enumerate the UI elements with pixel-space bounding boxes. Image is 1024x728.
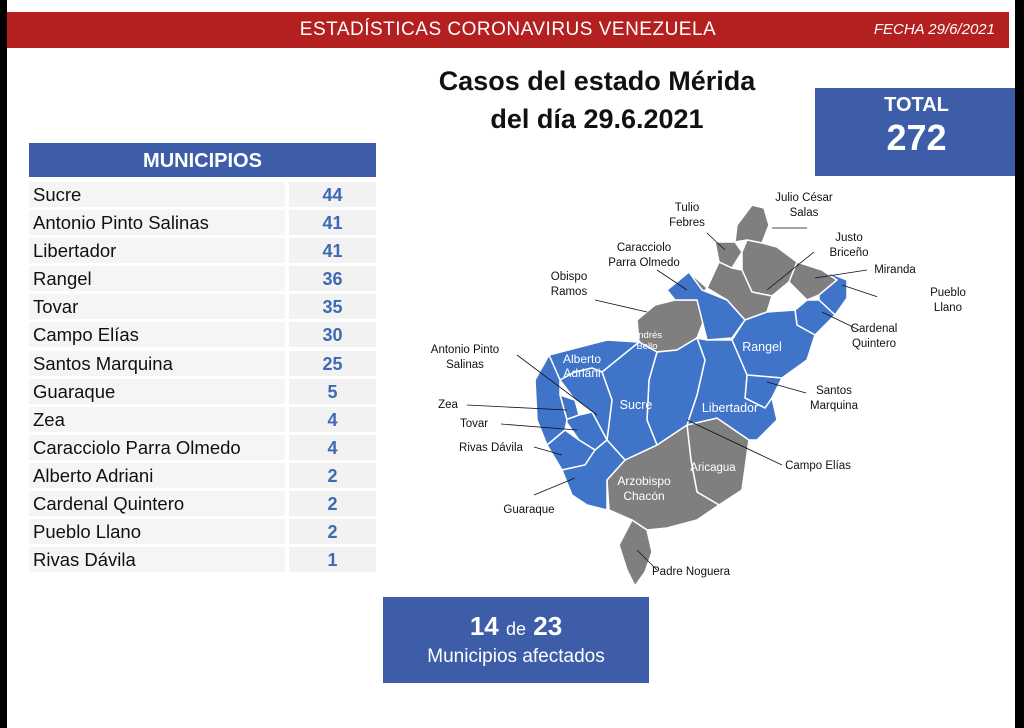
table-row: Rangel 36 (29, 265, 376, 293)
label-guaraque: Guaraque (503, 504, 555, 516)
table-row: Tovar 35 (29, 293, 376, 321)
label-aricagua: Aricagua (690, 462, 736, 474)
municipio-cases: 36 (289, 266, 376, 292)
label-tulio-febres-text: Tulio Febres (669, 202, 705, 229)
affected-count-line: 14 de 23 (383, 611, 649, 642)
municipio-name: Rangel (29, 266, 285, 292)
region-guaraque (560, 438, 627, 511)
total-box: TOTAL 272 (815, 88, 1015, 176)
municipio-name: Pueblo Llano (29, 519, 285, 545)
municipio-cases: 41 (289, 210, 376, 236)
label-rivas-davila: Rivas Dávila (459, 442, 523, 454)
region-julio-cesar-salas (734, 204, 770, 244)
label-justo-briceno: Justo Briceño (829, 232, 869, 259)
page-title: Casos del estado Mérida del día 29.6.202… (387, 62, 807, 138)
municipio-cases: 25 (289, 350, 376, 376)
table-row: Pueblo Llano 2 (29, 518, 376, 546)
municipio-name: Guaraque (29, 378, 285, 404)
label-zea: Zea (438, 399, 458, 411)
municipio-cases: 4 (289, 434, 376, 460)
affected-box: 14 de 23 Municipios afectados (383, 597, 649, 683)
municipio-cases: 2 (289, 519, 376, 545)
affected-label: Municipios afectados (427, 646, 605, 667)
municipio-cases: 35 (289, 294, 376, 320)
label-campo-elias: Campo Elías (785, 460, 851, 472)
table-row: Guaraque 5 (29, 378, 376, 406)
municipio-name: Caracciolo Parra Olmedo (29, 434, 285, 460)
table-row: Libertador 41 (29, 237, 376, 265)
table-row: Santos Marquina 25 (29, 350, 376, 378)
municipio-cases: 2 (289, 462, 376, 488)
title-line-1: Casos del estado Mérida (438, 66, 756, 96)
region-obispo-extension (534, 353, 568, 447)
title-line-2: del día 29.6.2021 (490, 104, 704, 134)
municipio-cases: 5 (289, 378, 376, 404)
municipio-cases: 30 (289, 322, 376, 348)
table-row: Cardenal Quintero 2 (29, 490, 376, 518)
region-padre-noguera (618, 518, 653, 588)
label-alberto-adriani: Alberto Adriani (562, 352, 602, 380)
municipio-name: Rivas Dávila (29, 547, 285, 573)
header-bar: ESTADÍSTICAS CORONAVIRUS VENEZUELA FECHA… (7, 12, 1009, 48)
label-libertador: Libertador (701, 401, 759, 415)
municipio-name: Campo Elías (29, 322, 285, 348)
region-alberto-adriani (558, 367, 613, 443)
municipio-name: Sucre (29, 182, 285, 207)
table-row: Sucre 44 (29, 181, 376, 209)
affected-total: 23 (533, 611, 563, 641)
municipio-name: Tovar (29, 294, 285, 320)
affected-count: 14 (469, 611, 499, 641)
leader-lines (466, 227, 877, 571)
label-rangel: Rangel (742, 340, 782, 354)
municipio-name: Cardenal Quintero (29, 491, 285, 517)
municipio-cases: 41 (289, 238, 376, 264)
label-sucre: Sucre (619, 398, 653, 412)
municipio-name: Santos Marquina (29, 350, 285, 376)
municipio-name: Antonio Pinto Salinas (29, 210, 285, 236)
table-row: Antonio Pinto Salinas 41 (29, 209, 376, 237)
total-label: TOTAL (884, 94, 949, 116)
header-date: FECHA 29/6/2021 (873, 21, 995, 38)
municipio-cases: 2 (289, 491, 376, 517)
label-antonio-pinto-salinas: Antonio Pinto Salinas (430, 344, 500, 371)
merida-map (466, 204, 877, 588)
table-row: Caracciolo Parra Olmedo 4 (29, 434, 376, 462)
municipio-cases: 1 (289, 547, 376, 573)
municipio-name: Alberto Adriani (29, 462, 285, 488)
label-andres-bello: Andrés Bello (631, 330, 663, 352)
label-miranda: Miranda (874, 264, 916, 276)
table-row: Rivas Dávila 1 (29, 546, 376, 574)
label-pueblo-llano: Pueblo Llano (930, 287, 966, 314)
label-caracciolo: Caracciolo Parra Olmedo (608, 242, 680, 269)
table-row: Campo Elías 30 (29, 321, 376, 349)
table-row: Zea 4 (29, 406, 376, 434)
affected-connector: de (505, 619, 527, 639)
total-value: 272 (886, 117, 947, 158)
table-row: Alberto Adriani 2 (29, 462, 376, 490)
municipio-cases: 4 (289, 406, 376, 432)
region-justo-briceno (741, 239, 798, 297)
label-santos-marquina: Santos Marquina (810, 385, 858, 412)
municipio-name: Libertador (29, 238, 285, 264)
label-arzobispo-chacon: Arzobispo Chacón (617, 474, 671, 503)
label-tovar: Tovar (459, 418, 489, 430)
label-obispo-ramos: Obispo Ramos (550, 271, 588, 298)
label-julio-cesar-salas: Julio César Salas (775, 192, 833, 219)
label-padre-noguera: Padre Noguera (652, 566, 730, 578)
municipios-header: MUNICIPIOS (29, 143, 376, 177)
infographic-sheet: ESTADÍSTICAS CORONAVIRUS VENEZUELA FECHA… (7, 0, 1015, 728)
municipio-name: Zea (29, 406, 285, 432)
header-title: ESTADÍSTICAS CORONAVIRUS VENEZUELA (299, 19, 717, 40)
label-cardenal-quintero: Cardenal Quintero (850, 323, 898, 350)
municipio-cases: 44 (289, 182, 376, 207)
municipios-table: Sucre 44 Antonio Pinto Salinas 41 Libertador… (29, 181, 376, 574)
map-affected (534, 269, 848, 511)
region-tulio-febres (714, 241, 743, 269)
